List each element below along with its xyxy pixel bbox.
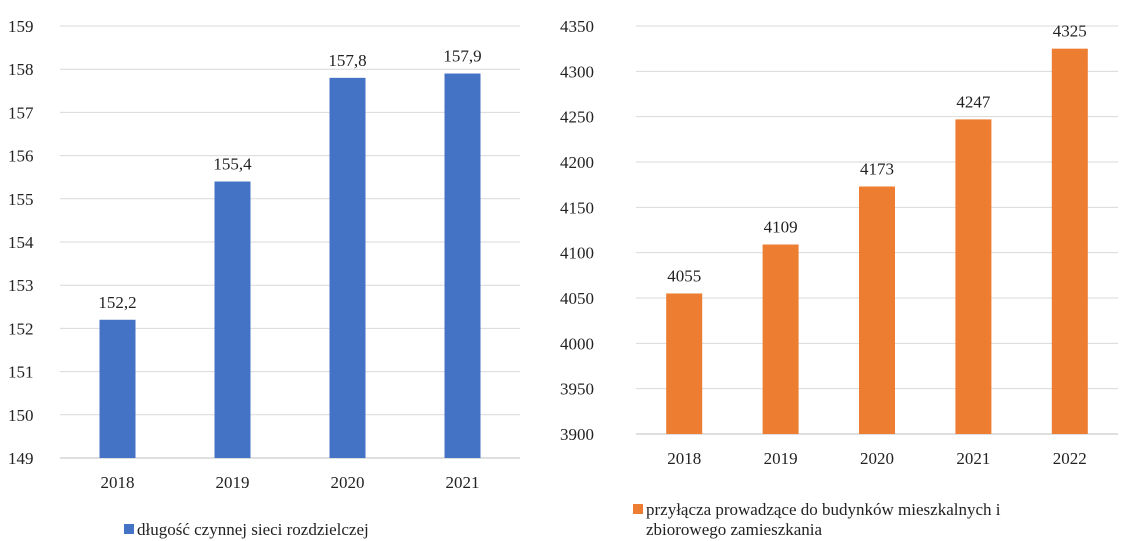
y-tick-label: 4100 [560, 244, 594, 263]
x-tick-label: 2019 [764, 449, 798, 468]
chart-water-network-length: 149 150 151 152 153 154 155 156 157 158 159 152,2 20… [8, 17, 520, 539]
x-tick-label: 2021 [956, 449, 990, 468]
data-label: 4325 [1053, 22, 1087, 41]
y-tick-label: 4250 [560, 108, 594, 127]
y-tick-label: 153 [8, 276, 34, 295]
x-tick-label: 2022 [1053, 449, 1087, 468]
chart-house-connections: 3900 3950 4000 4050 4100 4150 4200 4250 4300 4350… [560, 17, 1118, 539]
y-tick-label: 159 [8, 17, 34, 36]
y-tick-label: 3900 [560, 425, 594, 444]
bar [955, 119, 992, 435]
data-label: 4109 [764, 218, 798, 237]
bar [99, 319, 136, 458]
y-tick-label: 4050 [560, 289, 594, 308]
y-tick-label: 4150 [560, 198, 594, 217]
data-label: 157,8 [328, 51, 366, 70]
data-label: 152,2 [98, 293, 136, 312]
x-tick-label: 2020 [860, 449, 894, 468]
x-tick-label: 2018 [101, 473, 135, 492]
legend-swatch [633, 504, 643, 514]
y-tick-label: 157 [8, 103, 34, 122]
y-tick-label: 4000 [560, 334, 594, 353]
y-tick-label: 4350 [560, 17, 594, 36]
y-tick-label: 4200 [560, 153, 594, 172]
bar [859, 186, 895, 434]
data-label: 4173 [860, 159, 894, 178]
y-tick-label: 155 [8, 190, 34, 209]
legend: długość czynnej sieci rozdzielczej [124, 520, 369, 539]
data-label: 4247 [956, 92, 991, 111]
legend: przyłącza prowadzące do budynków mieszka… [633, 500, 1001, 539]
bar [329, 77, 366, 458]
legend-swatch [124, 524, 134, 534]
legend-label: przyłącza prowadzące do budynków mieszka… [646, 500, 1001, 519]
data-label: 155,4 [213, 155, 252, 174]
y-tick-label: 154 [8, 233, 34, 252]
bar [762, 244, 799, 434]
bar [1051, 48, 1088, 435]
y-tick-label: 3950 [560, 380, 594, 399]
y-tick-label: 4300 [560, 62, 594, 81]
y-tick-label: 151 [8, 363, 34, 382]
y-tick-label: 156 [8, 147, 34, 166]
x-tick-label: 2018 [667, 449, 701, 468]
data-label: 4055 [667, 266, 701, 285]
data-label: 157,9 [443, 47, 481, 66]
x-tick-label: 2021 [446, 473, 480, 492]
bar [444, 73, 481, 459]
y-tick-label: 152 [8, 319, 34, 338]
y-tick-label: 149 [8, 449, 34, 468]
y-tick-label: 158 [8, 60, 34, 79]
x-tick-label: 2020 [331, 473, 365, 492]
bar [666, 293, 703, 434]
x-tick-label: 2019 [216, 473, 250, 492]
legend-label: zbiorowego zamieszkania [646, 520, 823, 539]
bar [214, 181, 251, 458]
legend-label: długość czynnej sieci rozdzielczej [137, 520, 369, 539]
y-tick-label: 150 [8, 406, 34, 425]
